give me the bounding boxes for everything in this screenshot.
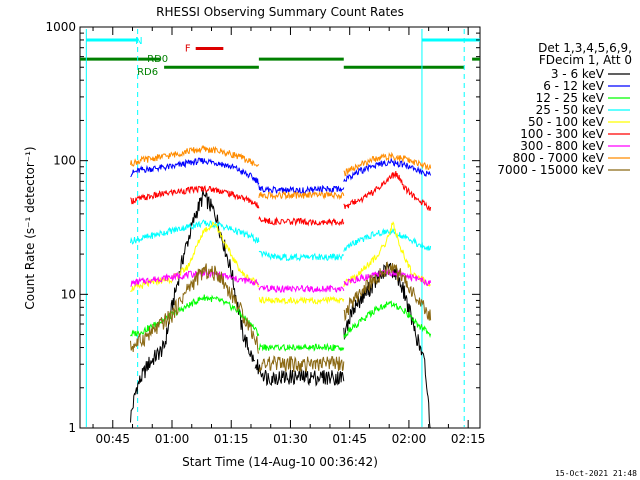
legend-label: 300 - 800 keV <box>520 139 604 153</box>
status-label-f: F <box>185 44 191 55</box>
series-line <box>130 219 432 262</box>
legend-header: FDecim 1, Att 0 <box>539 53 632 67</box>
axes: 1 10 100 1000 00:45 01:00 01:15 01:30 01:45 02:00… <box>45 20 485 446</box>
series-line <box>130 171 432 227</box>
y-tick-label: 10 <box>61 287 76 301</box>
x-tick-label: 01:45 <box>332 432 367 446</box>
legend-label: 12 - 25 keV <box>536 91 605 105</box>
status-label-rd0: RD0 <box>147 54 168 65</box>
legend-label: 25 - 50 keV <box>536 103 605 117</box>
chart-title: RHESSI Observing Summary Count Rates <box>156 5 404 19</box>
series-line <box>130 261 432 373</box>
x-tick-label: 00:45 <box>95 432 130 446</box>
y-axis-label: Count Rate (s⁻¹ detector⁻¹) <box>23 146 37 309</box>
series-line <box>130 294 432 352</box>
legend-label: 100 - 300 keV <box>520 127 604 141</box>
legend-label: 7000 - 15000 keV <box>497 163 604 177</box>
series-line <box>130 189 431 429</box>
legend-label: 50 - 100 keV <box>528 115 605 129</box>
series-line <box>130 157 432 195</box>
y-tick-label: 100 <box>53 154 76 168</box>
attenuator-lines <box>85 29 465 427</box>
x-tick-label: 01:00 <box>155 432 190 446</box>
legend-label: 800 - 7000 keV <box>513 151 605 165</box>
legend-label: 6 - 12 keV <box>543 79 605 93</box>
legend-label: 3 - 6 keV <box>551 67 605 81</box>
legend: Det 1,3,4,5,6,9,FDecim 1, Att 03 - 6 keV… <box>497 41 632 177</box>
x-tick-label: 01:30 <box>273 432 308 446</box>
status-label-rd6: RD6 <box>137 67 158 78</box>
legend-header: Det 1,3,4,5,6,9, <box>538 41 632 55</box>
plot-frame <box>79 26 481 429</box>
y-tick-label: 1 <box>68 421 76 435</box>
series-line <box>130 268 432 294</box>
status-label-n: N <box>135 36 142 47</box>
x-tick-label: 02:00 <box>392 432 427 446</box>
series-line <box>130 145 432 201</box>
x-tick-label: 01:15 <box>214 432 249 446</box>
x-tick-label: 02:15 <box>451 432 486 446</box>
y-tick-label: 1000 <box>45 20 76 34</box>
x-axis-label: Start Time (14-Aug-10 00:36:42) <box>182 455 378 469</box>
status-bars: N F RD0 RD6 <box>80 36 480 78</box>
series-lines <box>130 145 432 429</box>
footer-timestamp: 15-Oct-2021 21:48 <box>555 469 637 478</box>
